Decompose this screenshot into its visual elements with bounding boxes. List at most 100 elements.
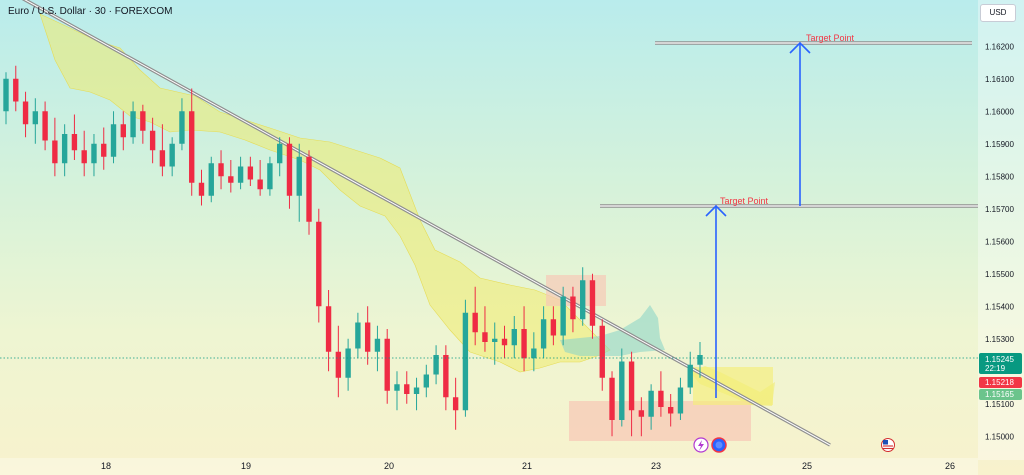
candle [81, 130, 87, 177]
candle-body [638, 410, 645, 417]
x-tick-label: 25 [802, 461, 812, 471]
candle-body [61, 134, 68, 164]
candle-body [677, 387, 684, 414]
y-tick-label: 1.16200 [985, 42, 1014, 51]
candle [91, 134, 97, 177]
candle [208, 156, 214, 203]
candle-body [560, 296, 566, 336]
candle-body [384, 338, 390, 391]
low-level-text: 1.15165 [985, 390, 1014, 399]
high-level-text: 1.15218 [985, 378, 1014, 387]
candle-body [609, 377, 615, 420]
event-icon-blue-inner [715, 441, 723, 449]
candle [658, 371, 664, 417]
candle [32, 98, 39, 144]
candle [384, 329, 390, 404]
candle-body [452, 397, 459, 411]
candle-body [687, 364, 693, 388]
candle-body [492, 338, 498, 342]
candle-body [658, 390, 664, 407]
candle [130, 101, 136, 144]
currency-button[interactable]: USD [980, 4, 1016, 22]
lightning-glyph [698, 440, 704, 451]
ichimoku-cloud-bear [560, 305, 665, 356]
candle [198, 169, 205, 206]
x-tick-label: 23 [651, 461, 661, 471]
candles-group [3, 65, 703, 437]
chart-title: Euro / U.S. Dollar · 30 · FOREXCOM [8, 6, 173, 17]
candle-body [130, 111, 136, 138]
candle [257, 160, 263, 196]
candle [61, 124, 68, 177]
y-tick-label: 1.15300 [985, 335, 1014, 344]
candle-body [472, 312, 478, 333]
candle-body [316, 221, 322, 307]
candle [580, 267, 586, 326]
candle [277, 137, 283, 177]
candle-body [3, 78, 9, 112]
candle-body [521, 329, 527, 359]
candle-body [101, 143, 107, 157]
candle-body [247, 166, 254, 180]
y-tick-label: 1.15400 [985, 302, 1014, 311]
candle-body [277, 143, 283, 164]
candle [296, 143, 302, 222]
candle [521, 306, 527, 372]
candle [677, 377, 684, 420]
candle-body [110, 124, 117, 157]
candle-body [140, 111, 146, 131]
candle [394, 371, 400, 411]
x-tick-label: 18 [101, 461, 111, 471]
candle [52, 117, 58, 177]
time-axis[interactable] [0, 458, 978, 475]
candle-body [697, 355, 703, 365]
target-label-1: Target Point [720, 196, 769, 206]
arrow-2-head [789, 41, 811, 54]
candle-body [91, 143, 97, 164]
candle-body [648, 390, 654, 417]
candle-body [501, 338, 508, 346]
candle [316, 208, 322, 323]
candle-body [394, 384, 400, 391]
y-tick-label: 1.15500 [985, 270, 1014, 279]
candle-body [189, 111, 195, 183]
ichimoku-cloud [39, 13, 611, 373]
target-label-2: Target Point [806, 33, 855, 43]
candle [599, 319, 605, 391]
breakout-zone [693, 367, 773, 405]
candle-body [169, 143, 175, 167]
candle [589, 273, 596, 339]
y-tick-label: 1.15800 [985, 172, 1014, 181]
candle-body [198, 182, 205, 196]
candle [140, 104, 146, 144]
low-level-badge [979, 389, 1022, 400]
candle [687, 351, 693, 394]
candle-body [306, 156, 312, 222]
resistance-zone [546, 275, 606, 306]
candle [638, 397, 645, 437]
candle [237, 156, 244, 190]
y-tick-label: 1.16100 [985, 75, 1014, 84]
candle [179, 98, 185, 151]
candle [619, 348, 625, 427]
candle [22, 91, 29, 138]
candle-body [237, 166, 244, 183]
candle-body [286, 143, 293, 196]
y-tick-label: 1.15600 [985, 237, 1014, 246]
candle-body [443, 355, 449, 398]
candle-body [423, 374, 429, 388]
candle [482, 306, 488, 352]
x-tick-label: 21 [522, 461, 532, 471]
candle [628, 351, 635, 437]
candle [228, 160, 234, 193]
candle-body [462, 312, 469, 411]
current-price-badge [979, 353, 1022, 374]
x-tick-label: 19 [241, 461, 251, 471]
candle-body [22, 101, 29, 125]
us-flag-icon-canton [883, 440, 888, 445]
candle-body [335, 351, 342, 378]
candle [560, 286, 566, 346]
y-tick-label: 1.16000 [985, 107, 1014, 116]
candle-body [628, 361, 635, 411]
